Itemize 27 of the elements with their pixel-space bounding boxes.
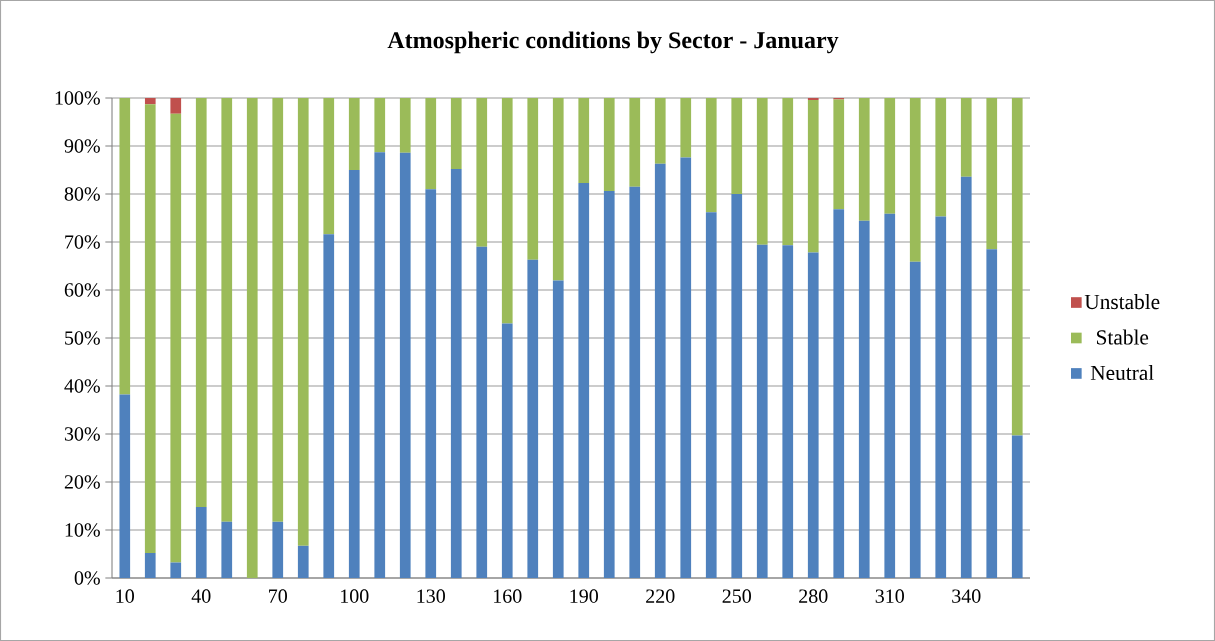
x-tick-label: 280 <box>799 589 828 603</box>
y-tick-label: 80% <box>64 187 100 201</box>
y-tick-label: 70% <box>65 235 100 249</box>
x-tick-label: 250 <box>722 589 751 603</box>
y-tick-label: 90% <box>64 139 100 153</box>
chart-title: Atmospheric conditions by Sector - January <box>387 31 839 54</box>
x-tick-label: 10 <box>116 589 134 603</box>
legend-label: Stable <box>1096 329 1149 345</box>
legend-label: Neutral <box>1090 365 1154 381</box>
y-tick-label: 10% <box>65 523 100 537</box>
y-tick-label: 60% <box>64 283 100 297</box>
legend-label: Unstable <box>1084 294 1160 310</box>
x-tick-label: 70 <box>269 589 287 603</box>
x-tick-label: 190 <box>570 589 598 603</box>
x-tick-label: 310 <box>875 589 904 603</box>
y-tick-label: 100% <box>55 91 100 105</box>
x-tick-label: 220 <box>646 589 675 603</box>
x-tick-label: 100 <box>341 589 369 603</box>
y-tick-label: 30% <box>64 427 100 441</box>
x-tick-label: 160 <box>494 589 522 603</box>
y-tick-label: 20% <box>64 475 100 489</box>
y-tick-label: 50% <box>65 331 100 345</box>
y-tick-label: 0% <box>74 571 100 585</box>
x-tick-label: 340 <box>952 589 981 603</box>
y-tick-label: 40% <box>64 379 100 393</box>
x-tick-label: 130 <box>417 589 445 603</box>
x-tick-label: 40 <box>191 589 211 603</box>
